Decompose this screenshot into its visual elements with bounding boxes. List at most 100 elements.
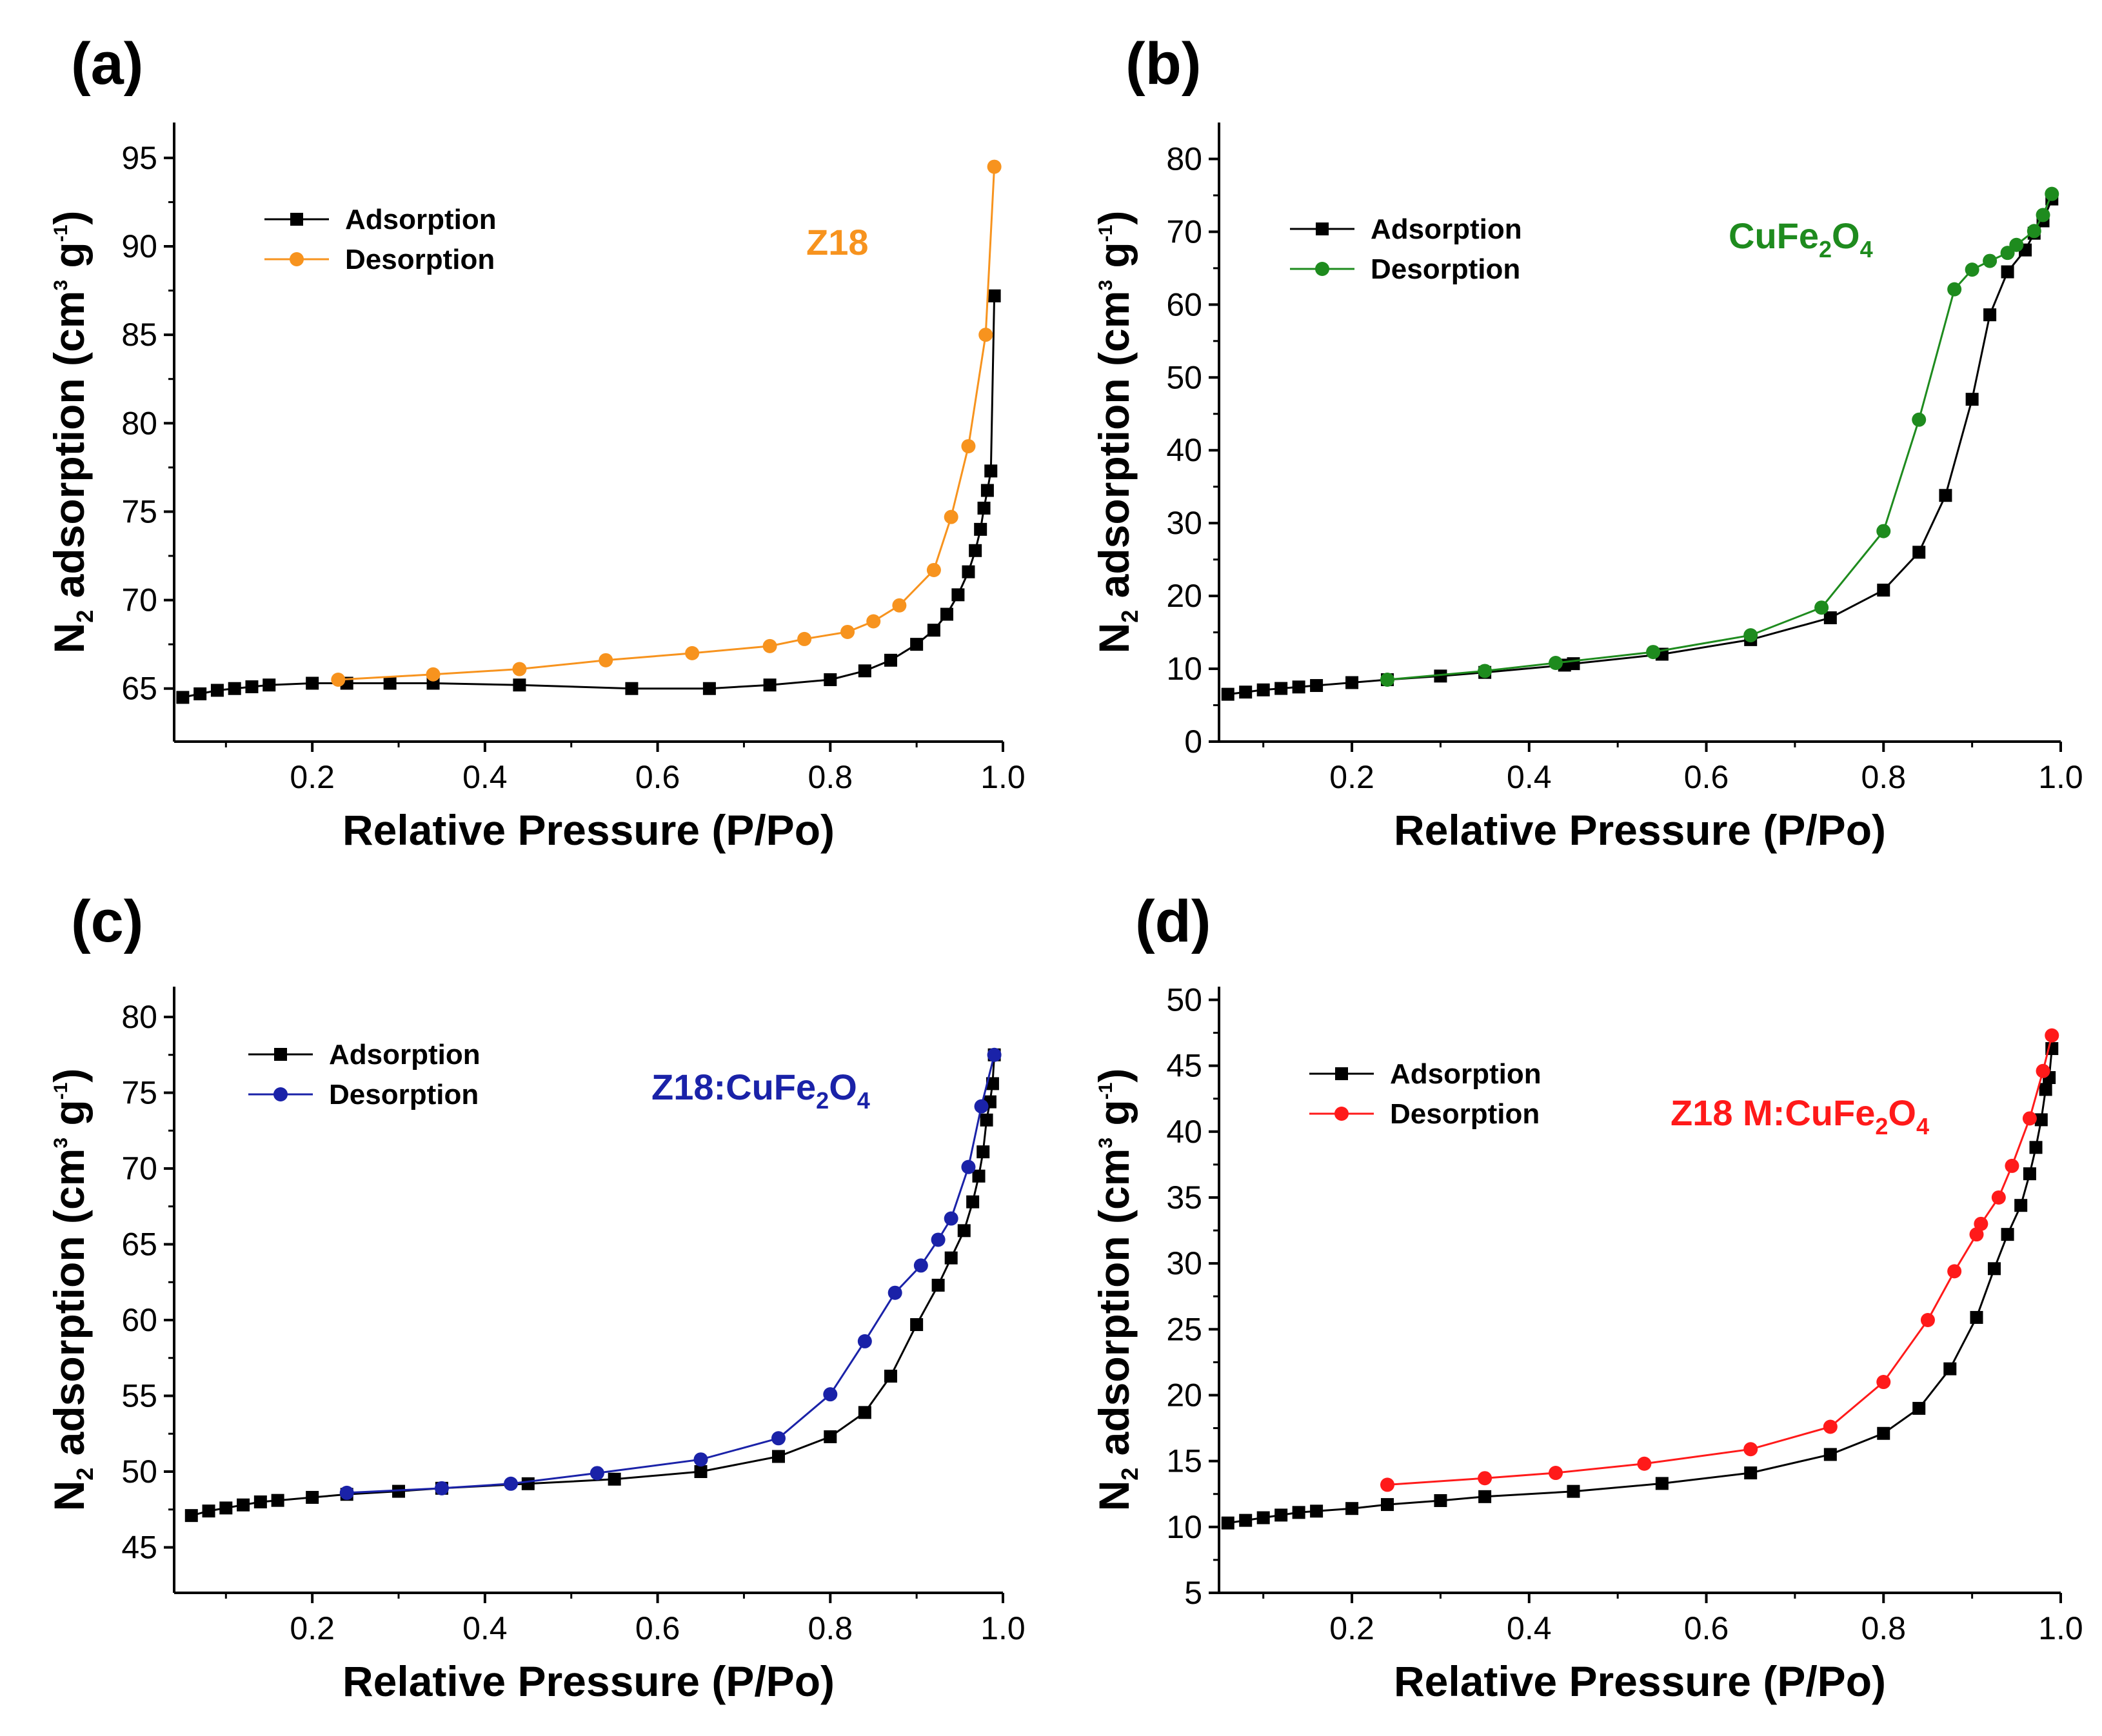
data-point-desorption: [1983, 253, 1998, 268]
data-point-adsorption: [383, 676, 397, 690]
x-tick-label: 0.8: [808, 759, 853, 795]
data-point-desorption: [590, 1466, 604, 1481]
data-point-adsorption: [824, 1430, 837, 1443]
data-point-adsorption: [1292, 680, 1305, 694]
legend-label: Desorption: [329, 1079, 479, 1110]
data-point-adsorption: [2001, 1228, 2014, 1241]
data-point-adsorption: [306, 1490, 319, 1504]
y-tick-label: 65: [121, 1227, 157, 1263]
y-tick-label: 45: [1166, 1048, 1202, 1084]
legend-label: Desorption: [1371, 253, 1520, 285]
x-tick-label: 1.0: [2038, 1610, 2083, 1646]
y-tick-label: 40: [1166, 432, 1202, 468]
legend-marker: [1316, 222, 1329, 235]
data-point-desorption: [434, 1481, 449, 1495]
y-tick-label: 50: [1166, 359, 1202, 395]
data-point-adsorption: [987, 289, 1001, 302]
series-line-desorption: [346, 1054, 996, 1494]
panel-label: (c): [71, 889, 143, 954]
series-line-desorption: [1387, 193, 2053, 681]
y-tick-label: 75: [121, 1075, 157, 1111]
series-line-adsorption: [183, 295, 996, 698]
data-point-desorption: [1814, 600, 1829, 615]
chart-panel-2: (b) 0.2 0.4 0.6 0.8 1.0 0 10 20 30 40 50 60 70 80 Relat…: [1090, 31, 2083, 854]
data-point-adsorption: [951, 588, 965, 602]
y-tick-label: 15: [1166, 1443, 1202, 1479]
data-point-desorption: [866, 614, 881, 629]
data-point-desorption: [2036, 1063, 2050, 1078]
data-point-adsorption: [625, 682, 639, 695]
data-point-adsorption: [245, 680, 259, 693]
legend-label: Adsorption: [1371, 213, 1522, 245]
data-point-desorption: [1478, 664, 1492, 678]
data-point-desorption: [2045, 186, 2059, 201]
data-point-adsorption: [1877, 584, 1890, 597]
data-point-desorption: [1478, 1471, 1492, 1486]
data-point-adsorption: [521, 1477, 535, 1490]
data-point-desorption: [987, 1047, 1002, 1062]
y-tick-label: 45: [121, 1530, 157, 1566]
data-point-adsorption: [1381, 1498, 1394, 1512]
data-point-adsorption: [263, 678, 276, 692]
data-point-adsorption: [702, 682, 716, 695]
panel-label: (d): [1135, 889, 1211, 954]
x-tick-label: 0.4: [1507, 1610, 1552, 1646]
data-point-adsorption: [2039, 1083, 2052, 1096]
panel-label: (b): [1125, 31, 1201, 97]
y-axis-label: N2 adsorption (cm3 g-1): [1090, 211, 1143, 654]
data-point-desorption: [693, 1452, 708, 1467]
x-tick-label: 0.2: [1329, 1610, 1374, 1646]
data-point-desorption: [685, 646, 700, 660]
data-point-adsorption: [1345, 1502, 1359, 1515]
data-point-adsorption: [1983, 308, 1997, 322]
data-point-adsorption: [944, 1251, 958, 1265]
data-point-desorption: [1549, 656, 1563, 671]
data-point-desorption: [2022, 1111, 2037, 1126]
data-point-adsorption: [824, 673, 837, 686]
data-point-adsorption: [1912, 1401, 1926, 1415]
data-point-desorption: [1912, 412, 1927, 427]
y-tick-label: 75: [121, 493, 157, 529]
data-point-adsorption: [1310, 1504, 1324, 1518]
y-tick-label: 0: [1184, 724, 1202, 760]
legend-marker: [290, 213, 303, 226]
data-point-adsorption: [193, 687, 207, 700]
data-point-adsorption: [969, 544, 982, 557]
x-tick-label: 0.2: [290, 1610, 335, 1646]
data-point-desorption: [797, 631, 812, 646]
series-line-desorption: [1387, 1035, 2053, 1486]
data-point-desorption: [944, 509, 958, 524]
y-tick-label: 30: [1166, 1245, 1202, 1281]
legend-marker: [273, 1087, 288, 1101]
data-point-adsorption: [884, 1369, 897, 1383]
data-point-desorption: [2027, 224, 2041, 239]
data-point-desorption: [944, 1211, 958, 1226]
data-point-adsorption: [1567, 657, 1580, 671]
y-tick-label: 5: [1184, 1575, 1202, 1611]
data-point-adsorption: [1567, 1484, 1580, 1498]
data-point-desorption: [978, 328, 993, 342]
data-point-desorption: [1974, 1216, 1988, 1231]
data-point-adsorption: [392, 1484, 406, 1498]
legend-label: Desorption: [345, 244, 495, 275]
data-point-desorption: [1876, 1375, 1891, 1390]
sample-label: CuFe2O4: [1729, 215, 1873, 262]
data-point-adsorption: [1943, 1362, 1957, 1376]
x-tick-label: 0.8: [808, 1610, 853, 1646]
x-tick-label: 0.4: [462, 1610, 508, 1646]
data-point-desorption: [926, 562, 941, 577]
data-point-adsorption: [1310, 679, 1324, 693]
y-tick-label: 50: [1166, 981, 1202, 1018]
y-tick-label: 70: [1166, 213, 1202, 250]
data-point-adsorption: [974, 522, 987, 536]
y-axis-label: N2 adsorption (cm3 g-1): [45, 1069, 98, 1512]
y-tick-label: 10: [1166, 1509, 1202, 1545]
x-tick-label: 0.6: [1684, 759, 1729, 795]
data-point-adsorption: [1823, 1448, 1837, 1461]
data-point-adsorption: [2029, 1141, 2043, 1154]
data-point-adsorption: [1965, 393, 1979, 406]
x-tick-label: 0.4: [462, 759, 508, 795]
data-point-adsorption: [858, 664, 871, 678]
data-point-adsorption: [980, 484, 994, 497]
